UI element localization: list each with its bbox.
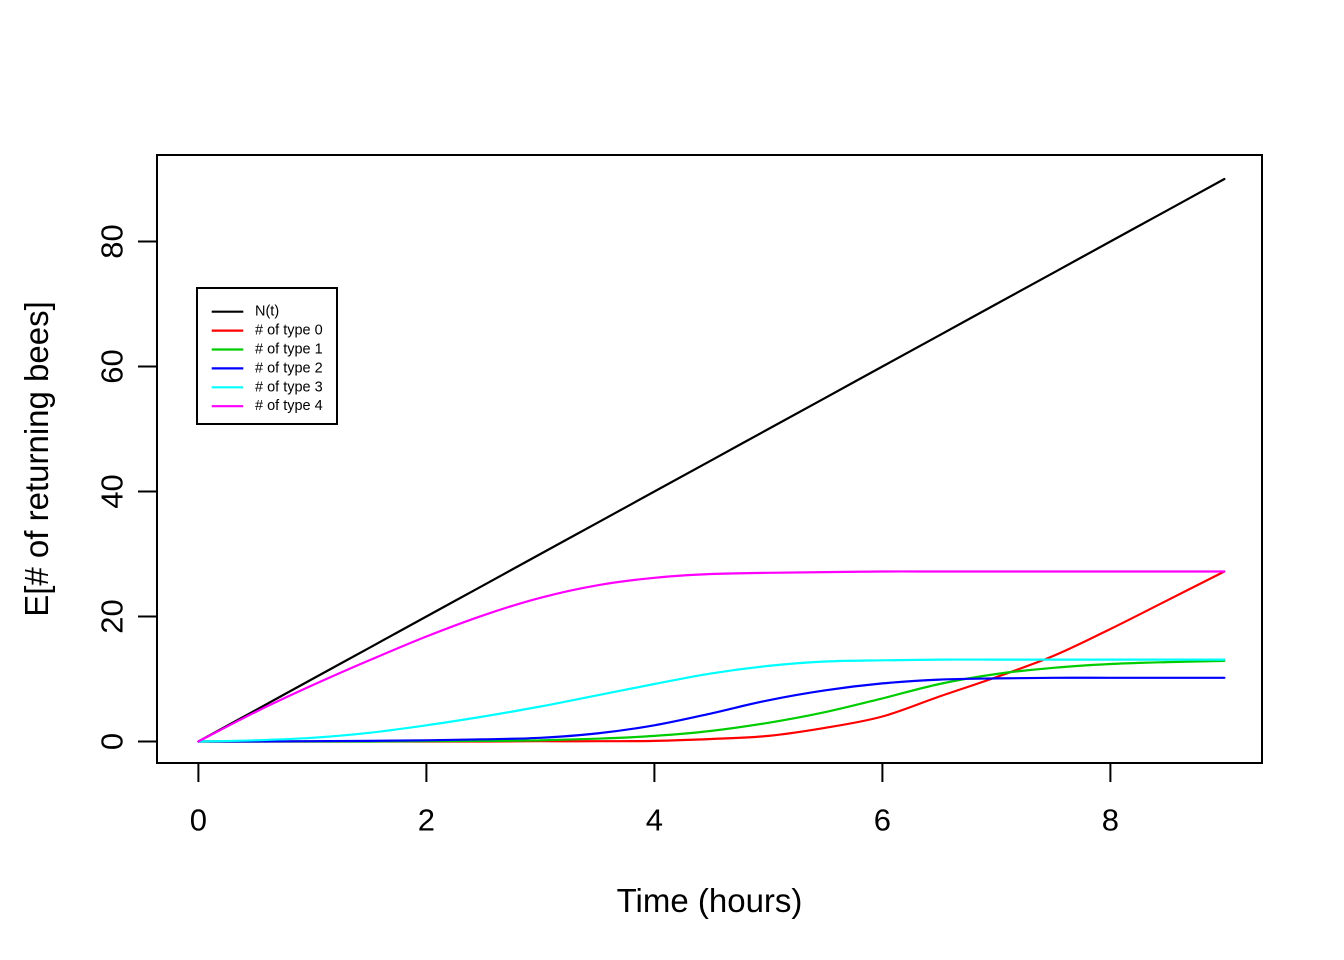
y-tick-label-80: 80 xyxy=(95,224,130,258)
x-tick-label-6: 6 xyxy=(874,803,891,838)
y-axis-title: E[# of returning bees] xyxy=(18,301,55,617)
legend-label-2: # of type 1 xyxy=(255,342,323,358)
y-tick-label-60: 60 xyxy=(95,349,130,383)
series-line-0 xyxy=(197,177,1226,743)
series-line-4 xyxy=(197,658,1226,743)
y-tick-label-0: 0 xyxy=(95,733,130,750)
legend-label-5: # of type 4 xyxy=(255,398,323,414)
series-line-5 xyxy=(197,570,1226,743)
legend-label-0: N(t) xyxy=(255,304,279,320)
legend-label-4: # of type 3 xyxy=(255,379,323,395)
x-tick-label-8: 8 xyxy=(1102,803,1119,838)
x-tick-label-4: 4 xyxy=(646,803,663,838)
x-tick-label-0: 0 xyxy=(190,803,207,838)
series-line-3 xyxy=(197,676,1226,743)
y-tick-label-20: 20 xyxy=(95,599,130,633)
x-axis-title: Time (hours) xyxy=(616,882,803,919)
x-tick-label-2: 2 xyxy=(418,803,435,838)
legend-label-3: # of type 2 xyxy=(255,360,323,376)
y-tick-label-40: 40 xyxy=(95,474,130,508)
plot-box xyxy=(156,154,1263,764)
legend-label-1: # of type 0 xyxy=(255,323,323,339)
legend-box xyxy=(196,287,338,425)
